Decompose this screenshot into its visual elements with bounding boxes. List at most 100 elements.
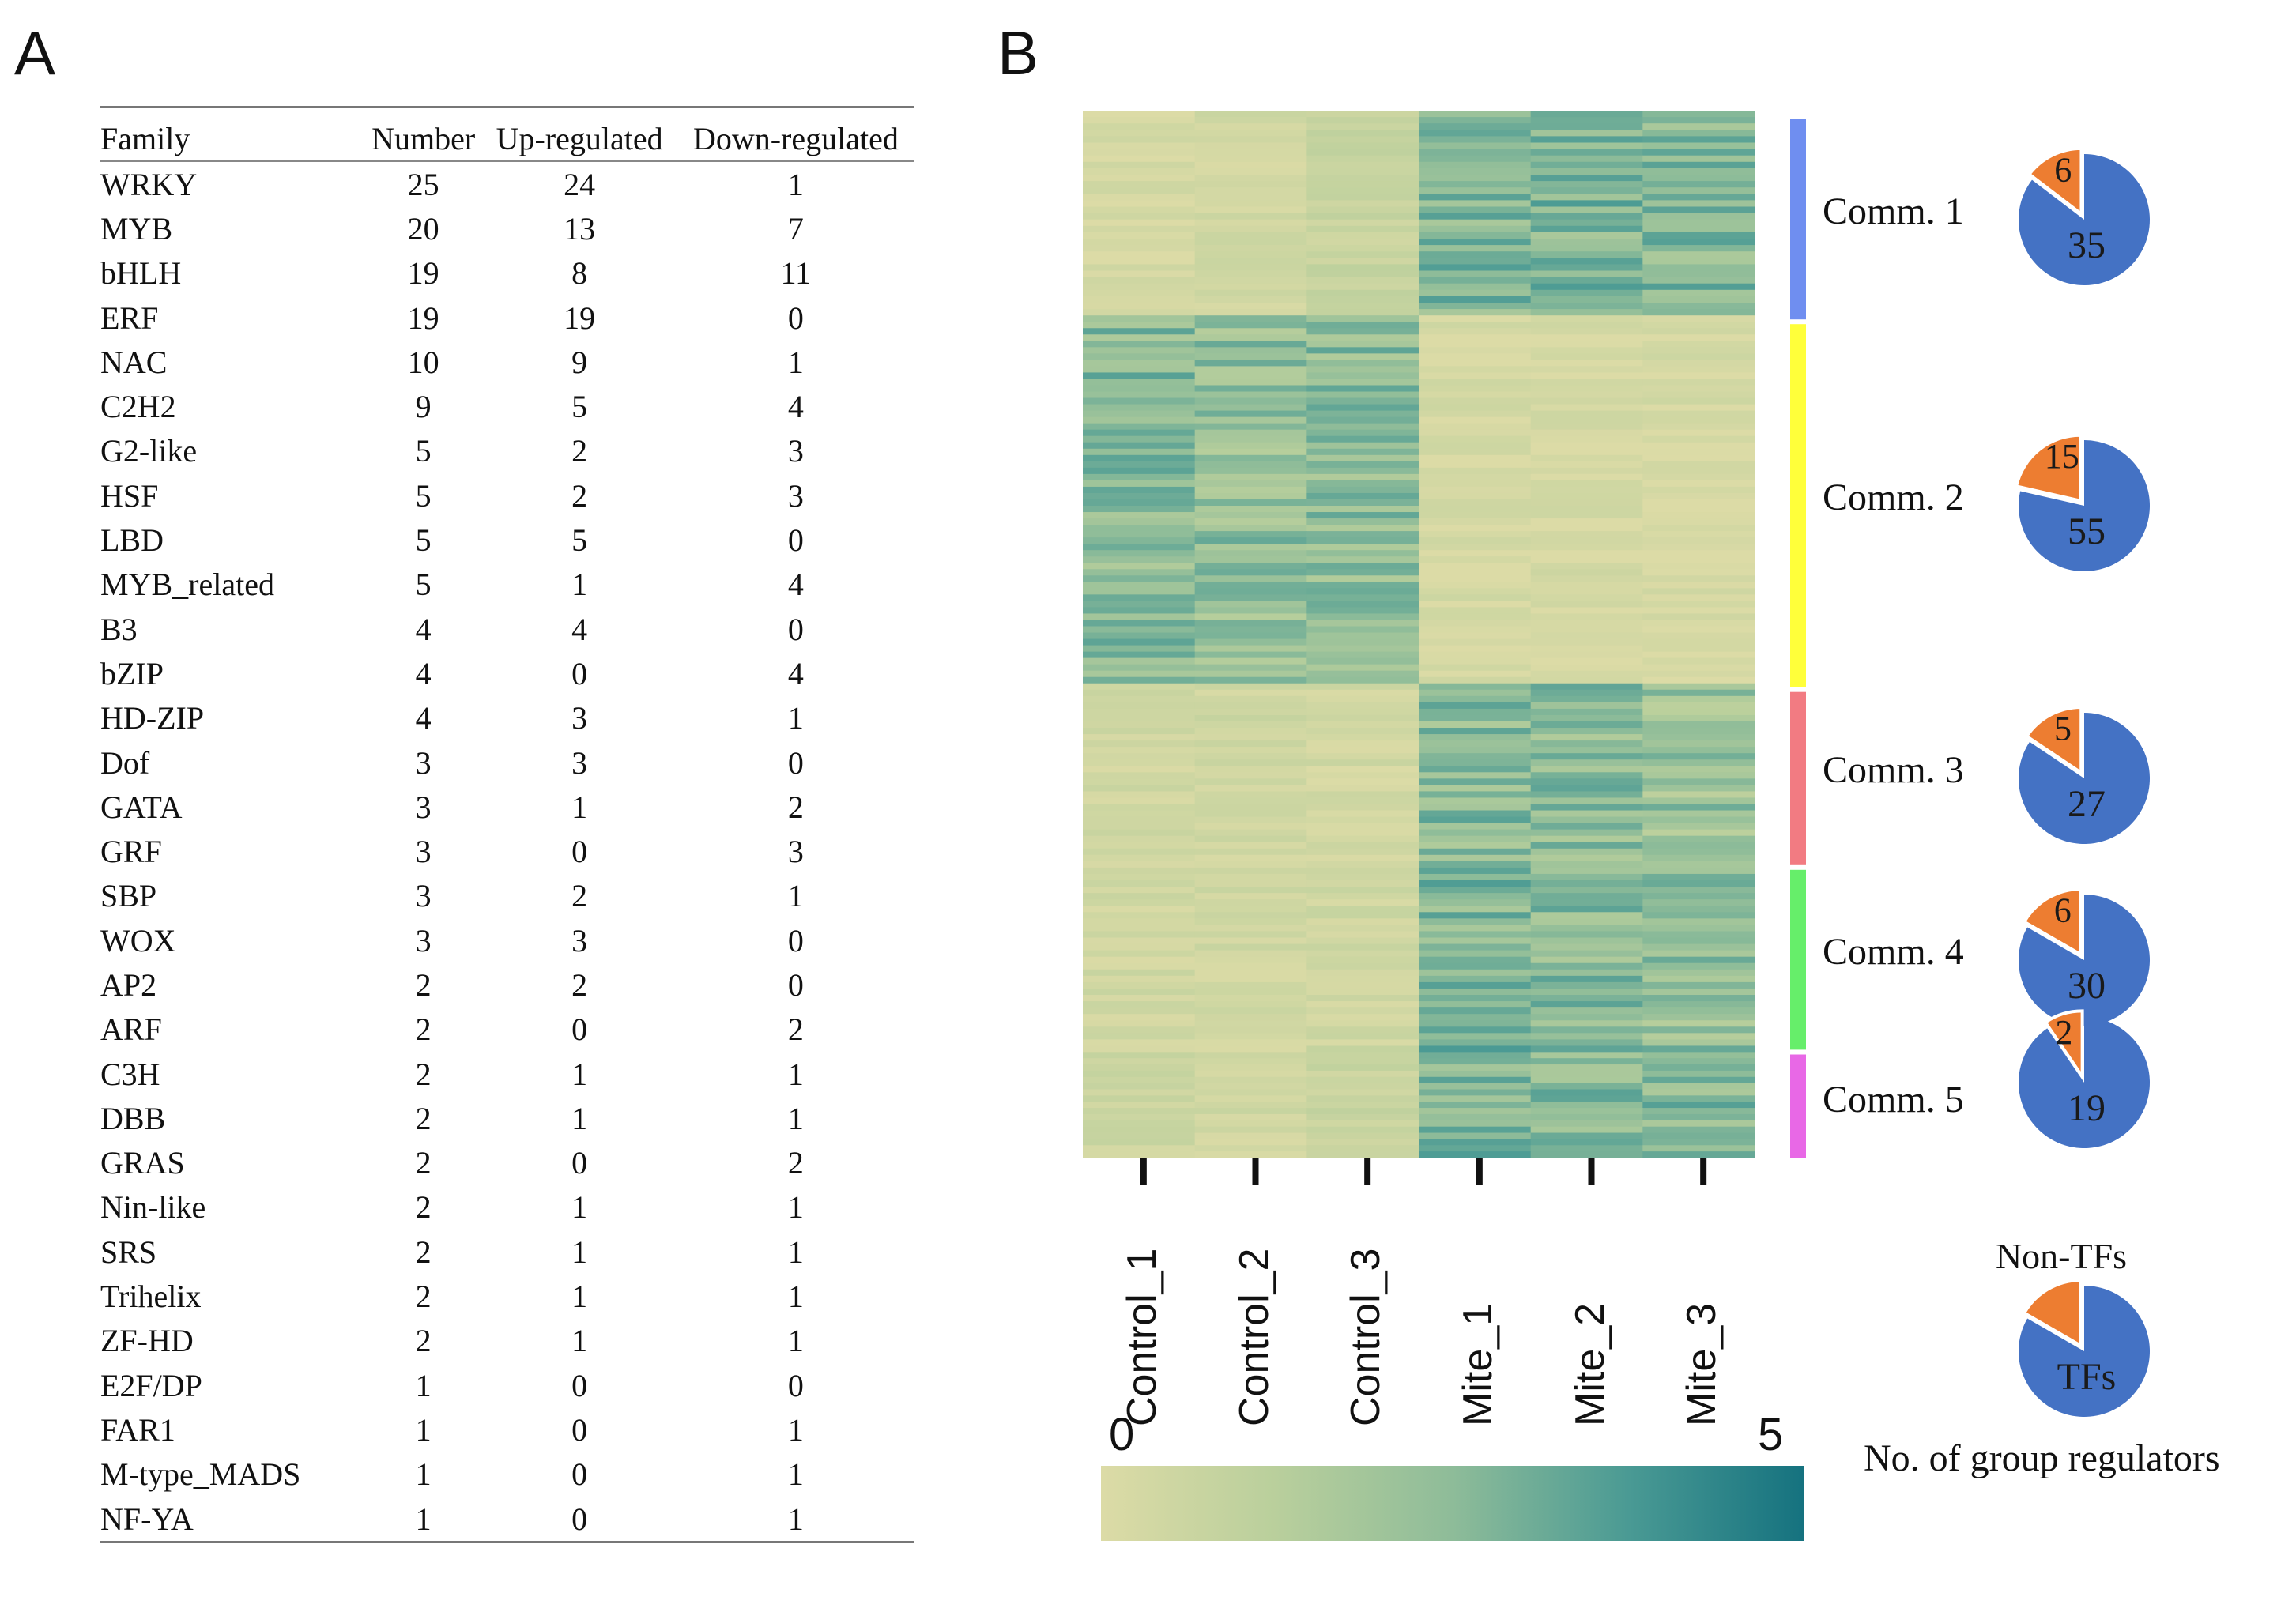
- heatmap-cell: [1642, 117, 1755, 124]
- heatmap-cell: [1306, 404, 1419, 412]
- heatmap-cell: [1642, 1126, 1755, 1134]
- heatmap-cell: [1083, 912, 1196, 919]
- heatmap-cell: [1419, 1132, 1532, 1139]
- pie-slice-tfs: [2019, 1017, 2150, 1148]
- cell-down-regulated: 1: [787, 1189, 804, 1226]
- heatmap-cell: [1419, 347, 1532, 354]
- heatmap-cell: [1419, 975, 1532, 983]
- heatmap-cell: [1642, 651, 1755, 659]
- heatmap-cell: [1083, 168, 1196, 175]
- heatmap-cell: [1194, 1145, 1307, 1152]
- heatmap-cell: [1419, 322, 1532, 329]
- heatmap-cell: [1194, 506, 1307, 513]
- sample-label: Mite_1: [1454, 1302, 1501, 1426]
- heatmap-cell: [1419, 136, 1532, 143]
- heatmap-cell: [1530, 366, 1643, 373]
- heatmap-cell: [1083, 861, 1196, 868]
- heatmap-cell: [1530, 899, 1643, 906]
- heatmap-cell: [1530, 296, 1643, 303]
- cell-number: 4: [415, 700, 432, 736]
- heatmap-cell: [1306, 130, 1419, 137]
- heatmap-cell: [1306, 512, 1419, 519]
- pie-label-tfs: 55: [2068, 510, 2106, 552]
- heatmap-cell: [1194, 1070, 1307, 1078]
- heatmap-cell: [1083, 1132, 1196, 1139]
- table-row: B3 4 4 0: [100, 607, 914, 651]
- heatmap-cell: [1530, 747, 1643, 754]
- heatmap-cell: [1083, 1113, 1196, 1121]
- heatmap-cell: [1306, 931, 1419, 939]
- cell-family: HD-ZIP: [100, 700, 205, 736]
- heatmap-cell: [1642, 550, 1755, 557]
- heatmap-cell: [1419, 531, 1532, 538]
- heatmap-cell: [1194, 525, 1307, 532]
- heatmap-cell: [1306, 1126, 1419, 1134]
- heatmap-cell: [1306, 791, 1419, 798]
- heatmap-cell: [1083, 829, 1196, 837]
- community-bar: [1790, 119, 1806, 320]
- heatmap-cell: [1419, 404, 1532, 412]
- heatmap-cell: [1642, 251, 1755, 258]
- heatmap-cell: [1306, 385, 1419, 393]
- heatmap-cell: [1194, 239, 1307, 246]
- heatmap-cell: [1419, 1113, 1532, 1121]
- heatmap-cell: [1530, 544, 1643, 551]
- heatmap-cell: [1530, 708, 1643, 716]
- heatmap-cell: [1642, 1132, 1755, 1139]
- heatmap-cell: [1419, 931, 1532, 939]
- heatmap-cell: [1419, 651, 1532, 659]
- heatmap-cell: [1083, 582, 1196, 589]
- heatmap-cell: [1642, 804, 1755, 812]
- pie-slice-tfs: [2019, 153, 2150, 285]
- heatmap-cell: [1530, 303, 1643, 310]
- heatmap-cell: [1642, 1095, 1755, 1102]
- heatmap-cell: [1083, 734, 1196, 741]
- heatmap-cell: [1642, 512, 1755, 519]
- heatmap-cell: [1419, 683, 1532, 691]
- heatmap-cell: [1419, 492, 1532, 500]
- pie-slice-non-tfs: [2043, 1009, 2084, 1082]
- cell-down-regulated: 1: [787, 1100, 804, 1136]
- heatmap-cell: [1419, 721, 1532, 729]
- heatmap-cell: [1530, 740, 1643, 748]
- heatmap-cell: [1530, 1045, 1643, 1053]
- heatmap-cell: [1083, 975, 1196, 983]
- heatmap-cell: [1306, 620, 1419, 627]
- heatmap-cell: [1194, 283, 1307, 291]
- heatmap-cell: [1306, 778, 1419, 785]
- heatmap-cell: [1306, 194, 1419, 201]
- heatmap-cell: [1530, 887, 1643, 894]
- heatmap-cell: [1083, 372, 1196, 379]
- heatmap-cell: [1419, 937, 1532, 945]
- column-header-down-regulated: Down-regulated: [692, 121, 899, 156]
- heatmap-cell: [1083, 962, 1196, 970]
- heatmap-cell: [1642, 123, 1755, 130]
- cell-down-regulated: 1: [787, 1233, 804, 1270]
- heatmap-cell: [1642, 1102, 1755, 1109]
- heatmap-cell: [1306, 607, 1419, 614]
- heatmap-cell: [1194, 379, 1307, 386]
- heatmap-cell: [1083, 397, 1196, 405]
- heatmap-cell: [1419, 499, 1532, 507]
- heatmap-cell: [1306, 873, 1419, 881]
- heatmap-cell: [1530, 835, 1643, 843]
- heatmap-cell: [1419, 689, 1532, 697]
- heatmap-cell: [1306, 486, 1419, 494]
- heatmap-cell: [1419, 264, 1532, 271]
- heatmap-cell: [1419, 747, 1532, 754]
- heatmap-cell: [1194, 499, 1307, 507]
- heatmap-cell: [1306, 492, 1419, 500]
- heatmap-cell: [1194, 632, 1307, 640]
- pie-label-tfs: 35: [2068, 224, 2106, 266]
- heatmap-cell: [1642, 492, 1755, 500]
- heatmap-cell: [1083, 601, 1196, 608]
- heatmap-cell: [1642, 366, 1755, 373]
- pie-slice-tfs: [2019, 1286, 2150, 1417]
- community-bar: [1790, 691, 1806, 865]
- heatmap-cell: [1083, 461, 1196, 469]
- heatmap-cell: [1306, 410, 1419, 418]
- heatmap-cell: [1419, 702, 1532, 710]
- heatmap-cell: [1194, 289, 1307, 297]
- heatmap-cell: [1306, 601, 1419, 608]
- heatmap-cell: [1419, 835, 1532, 843]
